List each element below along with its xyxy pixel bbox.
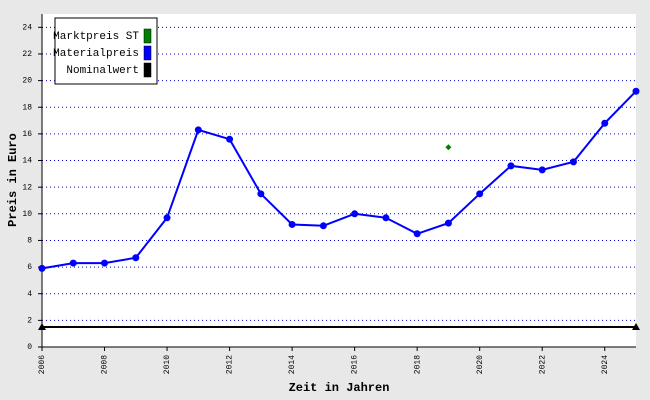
point — [382, 214, 390, 222]
point — [632, 87, 640, 95]
point — [569, 158, 577, 166]
point — [38, 264, 46, 272]
y-tick-label: 4 — [27, 290, 32, 299]
legend-swatch — [143, 28, 152, 44]
y-tick-label: 8 — [27, 237, 32, 246]
y-tick-label: 22 — [22, 50, 32, 59]
x-tick-label: 2024 — [601, 355, 610, 374]
y-tick-label: 6 — [27, 263, 32, 272]
point — [288, 220, 296, 228]
point — [538, 166, 546, 174]
point — [507, 162, 515, 170]
line — [41, 90, 637, 270]
legend-swatch — [143, 62, 152, 78]
x-tick-label: 2008 — [101, 355, 110, 374]
x-tick-label: 2014 — [288, 355, 297, 374]
legend-label: Nominalwert — [66, 65, 139, 77]
point — [319, 222, 327, 230]
point — [257, 190, 265, 198]
point — [69, 259, 77, 267]
y-tick-label: 12 — [22, 183, 32, 192]
x-tick-label: 2010 — [163, 355, 172, 374]
y-tick-label: 18 — [22, 103, 32, 112]
x-tick-label: 2018 — [413, 355, 422, 374]
legend-label: Materialpreis — [53, 48, 139, 60]
x-tick-label: 2022 — [538, 355, 547, 374]
point — [132, 254, 140, 262]
x-tick-label: 2020 — [476, 355, 485, 374]
point — [38, 323, 46, 331]
x-axis-title: Zeit in Jahren — [289, 381, 390, 395]
x-tick-label: 2006 — [38, 355, 47, 374]
x-tick-label: 2016 — [351, 355, 360, 374]
y-axis-title: Preis in Euro — [6, 133, 20, 227]
point — [476, 190, 484, 198]
point — [194, 126, 202, 134]
point — [351, 210, 359, 218]
point — [601, 119, 609, 127]
y-tick-label: 24 — [22, 23, 32, 32]
y-tick-label: 0 — [27, 343, 32, 352]
point — [444, 219, 452, 227]
point — [163, 214, 171, 222]
x-tick-label: 2012 — [226, 355, 235, 374]
point — [101, 259, 109, 267]
point — [413, 230, 421, 238]
point — [632, 323, 640, 331]
y-tick-label: 14 — [22, 157, 32, 166]
legend-swatch — [143, 45, 152, 61]
y-tick-label: 16 — [22, 130, 32, 139]
y-tick-label: 20 — [22, 77, 32, 86]
y-tick-label: 10 — [22, 210, 32, 219]
legend-label: Marktpreis ST — [53, 31, 139, 43]
legend-box — [54, 17, 158, 85]
point — [445, 144, 452, 151]
y-tick-label: 2 — [27, 316, 32, 325]
point — [226, 135, 234, 143]
